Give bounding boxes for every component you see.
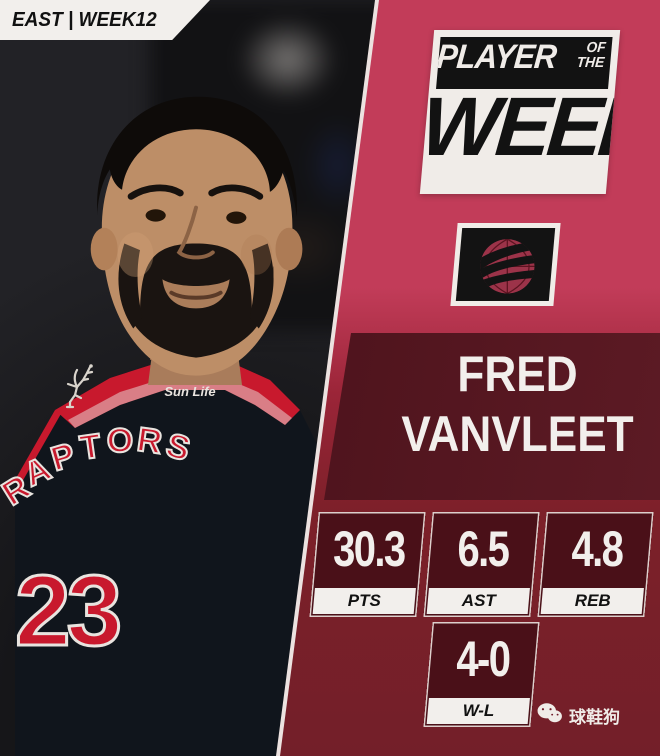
svg-text:Sun Life: Sun Life — [164, 384, 215, 399]
svg-text:R: R — [135, 421, 165, 462]
svg-text:O: O — [107, 422, 133, 460]
svg-text:23: 23 — [15, 555, 119, 667]
